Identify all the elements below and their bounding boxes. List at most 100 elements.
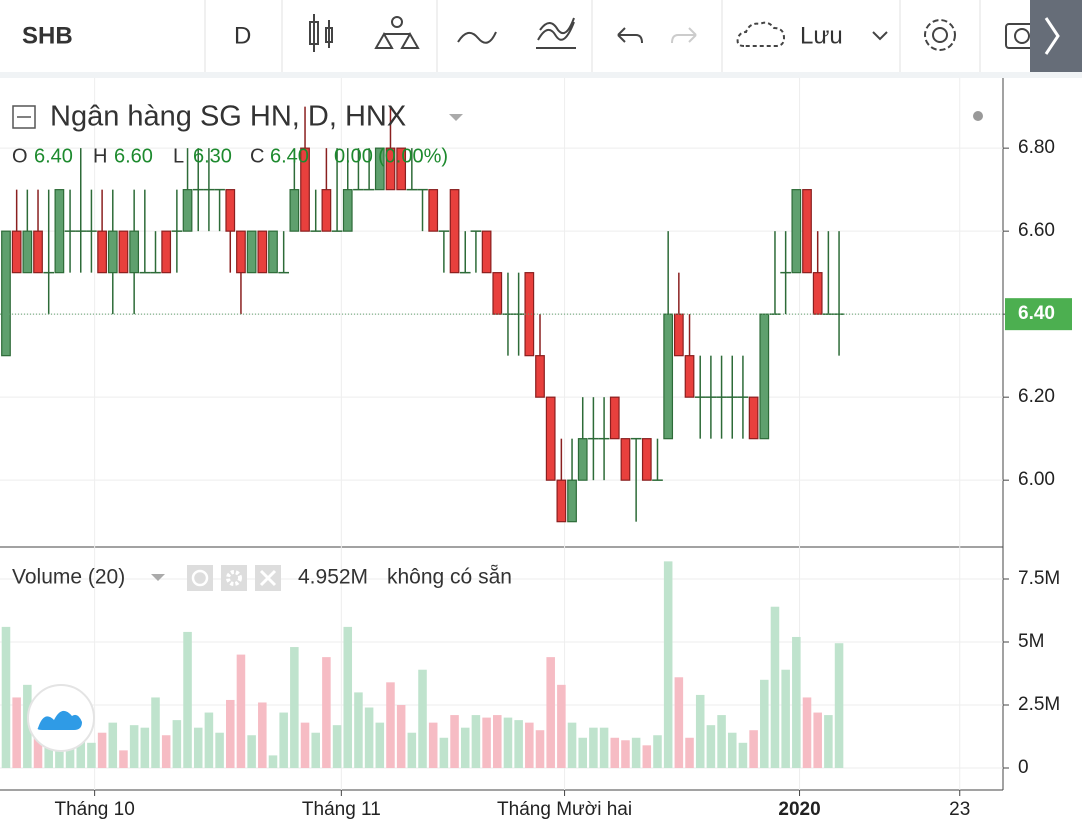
candle-body xyxy=(107,230,118,274)
volume-bar xyxy=(727,732,737,769)
volume-bar xyxy=(482,717,491,769)
candle-body xyxy=(11,230,22,274)
volume-bar xyxy=(322,657,331,769)
candle-body xyxy=(567,479,577,523)
symbol-title: Ngân hàng SG HN, D, HNX xyxy=(50,101,406,133)
volume-bar xyxy=(161,735,171,769)
volume-bar xyxy=(535,730,545,769)
candle-body xyxy=(556,479,567,523)
volume-bar xyxy=(663,561,673,769)
candle-body xyxy=(535,355,545,398)
last-price-label: 6.40 xyxy=(1018,303,1055,324)
y-tick-label: 6.80 xyxy=(1018,137,1055,158)
volume-bar xyxy=(525,722,534,769)
volume-bar xyxy=(119,750,128,769)
ohlc-h: 6.60 xyxy=(114,145,153,167)
volume-bar xyxy=(279,712,288,769)
interval[interactable]: D xyxy=(234,22,251,49)
x-tick-label: 23 xyxy=(949,799,970,820)
volume-note: không có sẵn xyxy=(387,566,512,589)
volume-bar xyxy=(514,720,523,769)
candle-body xyxy=(97,230,107,274)
volume-bar xyxy=(834,643,844,769)
candle-body xyxy=(22,230,33,274)
volume-bar xyxy=(621,740,630,769)
volume-bar xyxy=(129,725,139,769)
candle-body xyxy=(300,147,310,232)
volume-bar xyxy=(396,705,406,769)
candle-body xyxy=(182,189,193,232)
volume-bar xyxy=(151,697,160,769)
volume-bar xyxy=(108,722,118,769)
candle-body xyxy=(791,189,802,274)
volume-bar xyxy=(290,647,299,769)
ohlc-l: 6.30 xyxy=(193,145,232,167)
volume-bar xyxy=(738,742,748,769)
volume-title: Volume (20) xyxy=(12,566,125,589)
volume-bar xyxy=(567,722,577,769)
volume-bar xyxy=(749,730,758,769)
y-tick-label: 2.5M xyxy=(1018,694,1060,715)
volume-bar xyxy=(674,677,684,769)
candle-body xyxy=(33,230,43,274)
volume-bar xyxy=(215,732,224,769)
volume-bar xyxy=(685,737,694,769)
volume-bar xyxy=(172,720,182,769)
volume-bar xyxy=(343,626,353,769)
candle-body xyxy=(268,230,278,274)
volume-bar xyxy=(631,737,641,769)
grid xyxy=(0,78,1009,796)
candle-body xyxy=(802,189,812,274)
volume-bar xyxy=(610,737,620,769)
volume-bar xyxy=(386,682,395,769)
save-button[interactable]: Lưu xyxy=(800,22,843,49)
candle-body xyxy=(236,230,246,274)
volume-bar xyxy=(428,722,438,769)
volume-bar xyxy=(557,684,566,769)
volume-bar xyxy=(183,631,192,769)
candle-body xyxy=(492,272,503,315)
volume-bar xyxy=(140,727,150,769)
volume-bar xyxy=(204,712,214,769)
candle-body xyxy=(396,147,407,191)
candle-body xyxy=(684,355,695,398)
ohlc-c-label: C xyxy=(250,145,264,167)
volume-bar xyxy=(311,732,320,769)
ohlc-o-label: O xyxy=(12,145,28,167)
volume-bar xyxy=(493,715,502,769)
x-tick-label: Tháng Mười hai xyxy=(497,799,632,820)
ohlc-h-label: H xyxy=(93,145,107,167)
volume-bar xyxy=(23,684,32,769)
candle-body xyxy=(385,147,396,191)
volume-bar xyxy=(193,727,203,769)
volume-bar xyxy=(258,702,267,769)
volume-bar xyxy=(300,722,310,769)
candle-body xyxy=(641,438,652,481)
toolbar-gap xyxy=(0,72,1082,78)
marks xyxy=(0,106,1003,769)
candle-body xyxy=(1,230,11,357)
volume-bar xyxy=(653,735,662,769)
x-tick-label: Tháng 11 xyxy=(302,799,381,820)
candle-body xyxy=(759,313,770,440)
volume-bar xyxy=(781,669,790,769)
candle-body xyxy=(812,272,823,315)
volume-bar xyxy=(439,737,449,769)
overlay: Ngân hàng SG HN, D, HNX Volume (20) 4.95… xyxy=(12,101,1072,820)
volume-bar xyxy=(760,679,769,769)
y-tick-label: 6.00 xyxy=(1018,469,1055,490)
candle-body xyxy=(620,438,631,481)
candle-body xyxy=(449,189,460,274)
y-tick-label: 7.5M xyxy=(1018,568,1060,589)
scroll-button[interactable] xyxy=(1030,0,1082,72)
symbol[interactable]: SHB xyxy=(22,22,73,49)
volume-bar xyxy=(375,722,385,769)
candle-body xyxy=(748,396,759,440)
volume-bar xyxy=(97,732,107,769)
toolbar-icons[interactable] xyxy=(309,14,1039,52)
y-tick-label: 5M xyxy=(1018,631,1044,652)
volume-bar xyxy=(268,755,278,769)
candle-body xyxy=(609,396,620,440)
